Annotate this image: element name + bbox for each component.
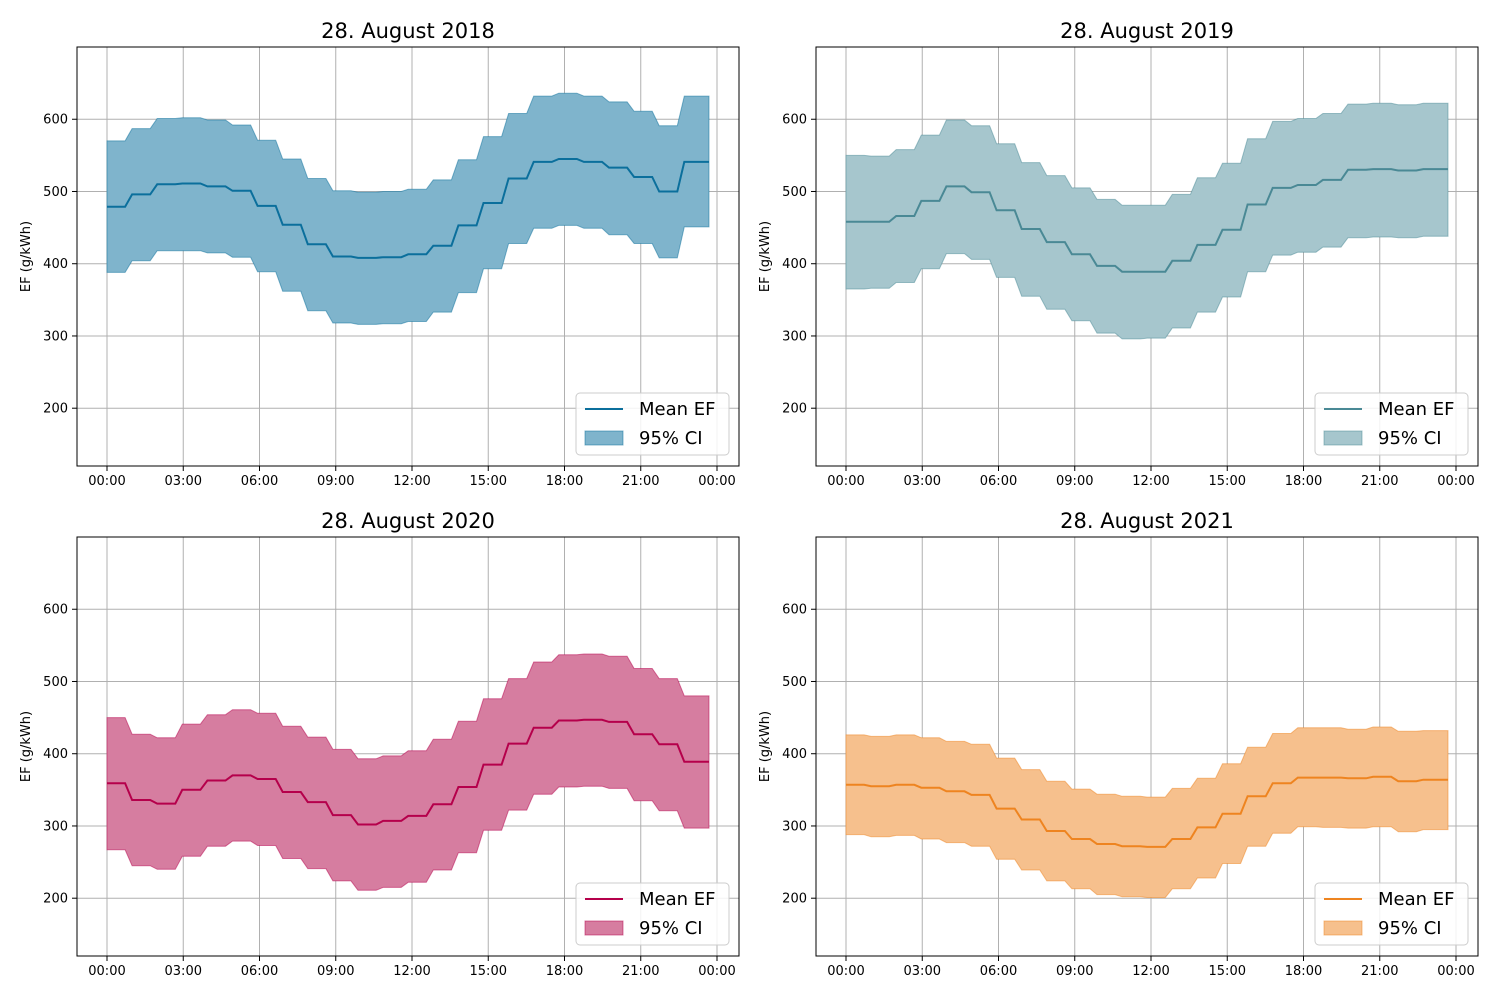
y-axis-label: EF (g/kWh) (19, 221, 34, 292)
x-tick-label: 21:00 (1361, 964, 1398, 979)
y-tick-label: 600 (43, 113, 68, 128)
chart-panel-3: 00:00 03:00 06:00 09:00 12:00 15:00 18:00 21:00… (758, 509, 1479, 979)
plot-frame (76, 536, 740, 957)
x-tick-label: 15:00 (1209, 964, 1246, 979)
x-tick-label: 00:00 (88, 964, 125, 979)
chart-panel-0: 00:00 03:00 06:00 09:00 12:00 15:00 18:00 21:00… (19, 19, 740, 489)
chart-title: 28. August 2018 (321, 19, 495, 43)
y-tick-label: 400 (43, 257, 68, 272)
x-tick-label: 12:00 (1132, 964, 1169, 979)
x-tick-label: 00:00 (827, 964, 864, 979)
x-tick-label: 03:00 (165, 474, 202, 489)
ci-band (106, 92, 710, 325)
x-tick-label: 21:00 (622, 964, 659, 979)
x-tick-label: 06:00 (241, 964, 278, 979)
y-tick-label: 500 (43, 185, 68, 200)
y-tick-label: 200 (43, 892, 68, 907)
y-tick-label: 300 (782, 819, 807, 834)
legend-label-ci: 95% CI (1378, 428, 1442, 449)
x-tick-label: 12:00 (1132, 474, 1169, 489)
x-tick-label: 09:00 (1056, 964, 1093, 979)
y-tick-label: 600 (43, 603, 68, 618)
y-axis-label: EF (g/kWh) (758, 711, 773, 782)
y-tick-label: 500 (43, 675, 68, 690)
legend-label-mean: Mean EF (1378, 889, 1455, 910)
x-tick-label: 03:00 (904, 964, 941, 979)
mean-ef-line (107, 718, 709, 826)
x-tick-label: 09:00 (317, 964, 354, 979)
y-axis-label: EF (g/kWh) (758, 221, 773, 292)
x-tick-label: 15:00 (470, 474, 507, 489)
legend: Mean EF 95% CI (1314, 882, 1469, 946)
y-tick-label: 300 (782, 329, 807, 344)
y-axis-label: EF (g/kWh) (19, 711, 34, 782)
y-tick-label: 600 (782, 113, 807, 128)
x-tick-label: 06:00 (980, 964, 1017, 979)
x-tick-label: 15:00 (470, 964, 507, 979)
x-tick-label: 09:00 (1056, 474, 1093, 489)
y-tick-label: 400 (782, 747, 807, 762)
plot-frame (815, 46, 1479, 467)
y-tick-label: 200 (782, 892, 807, 907)
mean-ef-line (846, 168, 1448, 273)
legend-fill-swatch (584, 920, 624, 936)
legend-fill-swatch (584, 430, 624, 446)
plot-frame (76, 46, 740, 467)
x-tick-label: 21:00 (622, 474, 659, 489)
y-tick-label: 500 (782, 185, 807, 200)
mean-ef-line (846, 775, 1448, 848)
x-tick-label: 00:00 (1437, 474, 1474, 489)
legend: Mean EF 95% CI (575, 882, 730, 946)
legend-label-ci: 95% CI (639, 918, 703, 939)
chart-title: 28. August 2020 (321, 509, 495, 533)
ci-band (845, 726, 1449, 898)
ci-band (106, 653, 710, 891)
legend-label-mean: Mean EF (639, 889, 716, 910)
plot-frame (815, 536, 1479, 957)
y-tick-label: 200 (43, 402, 68, 417)
legend-fill-swatch (1323, 430, 1363, 446)
chart-panel-1: 00:00 03:00 06:00 09:00 12:00 15:00 18:00 21:00… (758, 19, 1479, 489)
x-tick-label: 06:00 (241, 474, 278, 489)
x-tick-label: 18:00 (546, 474, 583, 489)
legend: Mean EF 95% CI (575, 392, 730, 456)
y-tick-label: 200 (782, 402, 807, 417)
legend-label-ci: 95% CI (639, 428, 703, 449)
x-tick-label: 15:00 (1209, 474, 1246, 489)
x-tick-label: 18:00 (1285, 964, 1322, 979)
y-tick-label: 300 (43, 819, 68, 834)
legend-fill-swatch (1323, 920, 1363, 936)
y-tick-label: 400 (782, 257, 807, 272)
x-tick-label: 03:00 (904, 474, 941, 489)
x-tick-label: 18:00 (1285, 474, 1322, 489)
x-tick-label: 00:00 (827, 474, 864, 489)
x-tick-label: 00:00 (1437, 964, 1474, 979)
y-tick-label: 400 (43, 747, 68, 762)
legend: Mean EF 95% CI (1314, 392, 1469, 456)
x-tick-label: 00:00 (698, 964, 735, 979)
y-tick-label: 300 (43, 329, 68, 344)
x-tick-label: 00:00 (88, 474, 125, 489)
legend-label-ci: 95% CI (1378, 918, 1442, 939)
y-tick-label: 500 (782, 675, 807, 690)
x-tick-label: 12:00 (393, 964, 430, 979)
x-tick-label: 00:00 (698, 474, 735, 489)
x-tick-label: 09:00 (317, 474, 354, 489)
x-tick-label: 12:00 (393, 474, 430, 489)
ci-band (845, 102, 1449, 340)
chart-title: 28. August 2019 (1060, 19, 1234, 43)
x-tick-label: 03:00 (165, 964, 202, 979)
x-tick-label: 21:00 (1361, 474, 1398, 489)
legend-label-mean: Mean EF (639, 399, 716, 420)
x-tick-label: 06:00 (980, 474, 1017, 489)
chart-title: 28. August 2021 (1060, 509, 1234, 533)
mean-ef-line (107, 158, 709, 259)
chart-panel-2: 00:00 03:00 06:00 09:00 12:00 15:00 18:00 21:00… (19, 509, 740, 979)
y-tick-label: 600 (782, 603, 807, 618)
x-tick-label: 18:00 (546, 964, 583, 979)
legend-label-mean: Mean EF (1378, 399, 1455, 420)
